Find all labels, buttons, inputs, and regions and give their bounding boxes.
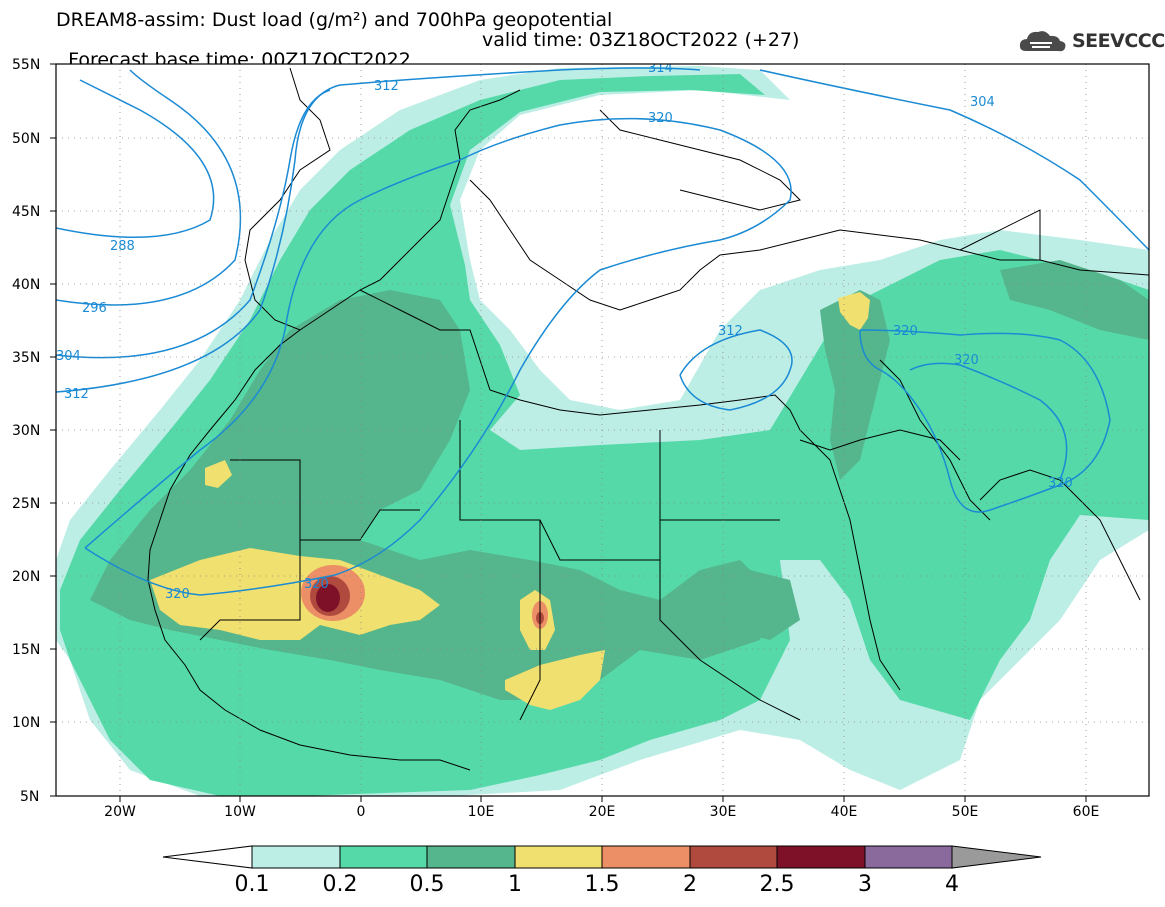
colorbar [162, 845, 1042, 869]
contour-label: 320 [304, 577, 329, 592]
lat-label: 35N [12, 350, 40, 366]
lon-label: 60E [1073, 804, 1100, 820]
lat-label: 50N [12, 131, 40, 147]
lat-label: 15N [12, 642, 40, 658]
contour-label: 320 [954, 353, 979, 368]
contour-label: 312 [64, 387, 89, 402]
lon-label: 0 [357, 804, 366, 820]
logo-text: SEEVCCC [1072, 30, 1165, 52]
colorbar-label: 0.1 [234, 872, 270, 897]
lat-label: 25N [12, 496, 40, 512]
contour-label: 304 [56, 349, 81, 364]
colorbar-arrow-high [951, 845, 1042, 869]
colorbar-label: 1 [508, 872, 522, 897]
lat-label: 45N [12, 204, 40, 220]
contour-label: 296 [82, 301, 107, 316]
contour-label: 312 [718, 324, 743, 339]
contour-label: 288 [110, 239, 135, 254]
contour-label: 320 [893, 324, 918, 339]
contour-label: 312 [374, 79, 399, 94]
lon-label: 30E [710, 804, 737, 820]
colorbar-cell [689, 845, 778, 869]
lon-label: 40E [831, 804, 858, 820]
longitude-labels: 20W 10W 0 10E 20E 30E 40E 50E 60E [104, 804, 1099, 820]
lat-label: 20N [12, 569, 40, 585]
lon-label: 10W [224, 804, 256, 820]
colorbar-cell [864, 845, 953, 869]
cloud-icon [1019, 31, 1066, 52]
geopotential-contours [56, 67, 1149, 596]
contour-label: 320 [648, 111, 673, 126]
lat-label: 5N [20, 789, 39, 805]
lon-label: 10E [468, 804, 495, 820]
contour-label: 314 [648, 61, 673, 76]
lon-label: 20W [104, 804, 136, 820]
contour-labels: 312 314 320 304 288 296 304 312 320 320 … [56, 61, 1073, 602]
lat-label: 40N [12, 277, 40, 293]
colorbar-label: 2 [683, 872, 697, 897]
colorbar-cell [251, 845, 341, 869]
lat-label: 30N [12, 423, 40, 439]
contour-label: 320 [165, 587, 190, 602]
colorbar-label: 1.5 [584, 872, 620, 897]
colorbar-cell [339, 845, 428, 869]
lat-label: 10N [12, 715, 40, 731]
seevccc-logo: SEEVCCC [1018, 26, 1165, 56]
contour-label: 304 [970, 95, 995, 110]
lat-label: 55N [12, 57, 40, 73]
lon-label: 50E [952, 804, 979, 820]
contour-label: 320 [1048, 476, 1073, 491]
graticule [56, 64, 1149, 796]
latitude-labels: 55N 50N 45N 40N 35N 30N 25N 20N 15N 10N … [12, 57, 40, 805]
colorbar-arrow-low [162, 845, 253, 869]
colorbar-cell [776, 845, 866, 869]
map-title: DREAM8-assim: Dust load (g/m²) and 700hP… [56, 9, 613, 31]
colorbar-label: 0.5 [409, 872, 445, 897]
dust-shading: 312 314 320 304 288 296 304 312 320 320 … [56, 61, 1149, 796]
lon-label: 20E [589, 804, 616, 820]
colorbar-label: 3 [858, 872, 872, 897]
colorbar-cell [426, 845, 516, 869]
colorbar-cell [514, 845, 603, 869]
valid-time: valid time: 03Z18OCT2022 (+27) [482, 29, 800, 51]
colorbar-label: 4 [945, 872, 959, 897]
colorbar-label: 0.2 [322, 872, 358, 897]
colorbar-cell [601, 845, 691, 869]
colorbar-label: 2.5 [759, 872, 795, 897]
